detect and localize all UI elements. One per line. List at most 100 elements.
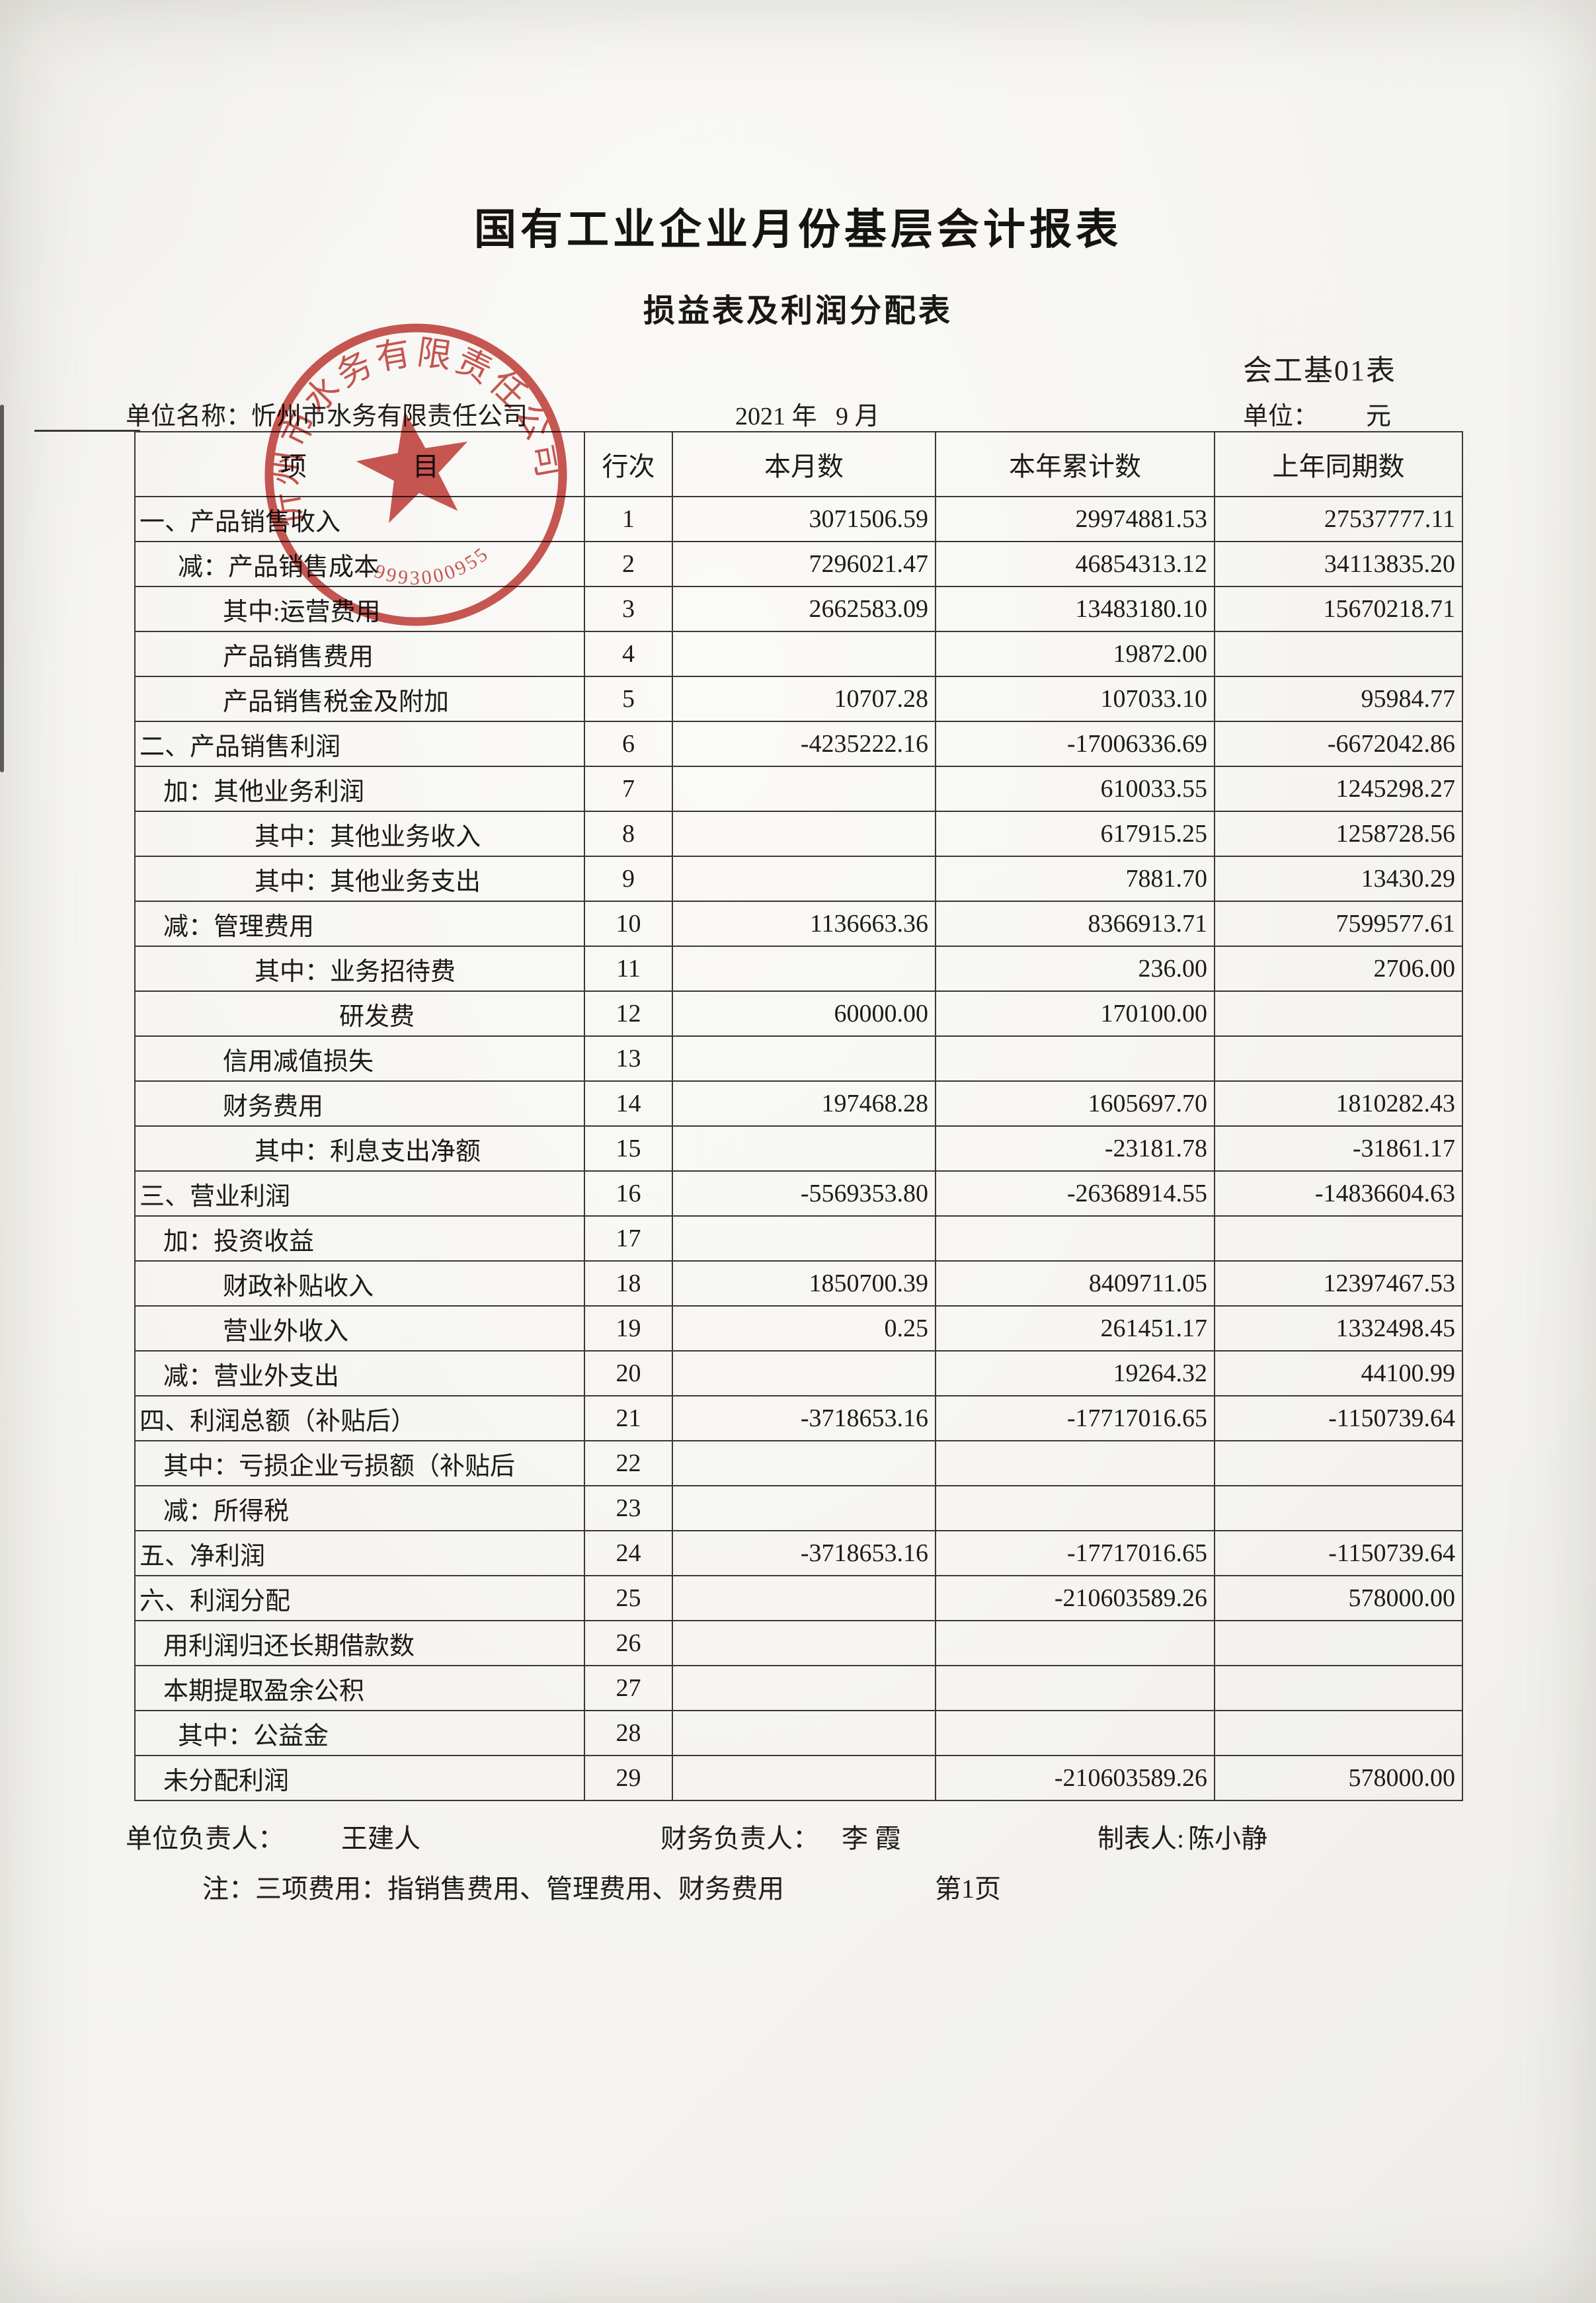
cell-prior-year	[1214, 1710, 1463, 1756]
cell-current-month: -5569353.80	[672, 1170, 936, 1217]
preparer-label: 制表人:	[1097, 1824, 1185, 1853]
table-row: 本期提取盈余公积 27	[134, 1665, 1463, 1711]
cell-year-to-date: 8409711.05	[935, 1260, 1215, 1307]
cell-prior-year	[1214, 1485, 1463, 1531]
cell-item-label: 财务费用	[134, 1080, 585, 1127]
cell-current-month	[672, 811, 936, 857]
cell-item-label: 减：产品销售成本	[134, 541, 585, 587]
unit-head-signature: 单位负责人： 王建人	[126, 1817, 420, 1855]
cell-current-month: 10707.28	[672, 676, 936, 722]
cell-item-label: 产品销售费用	[134, 631, 585, 677]
table-row: 五、净利润 24 -3718653.16 -17717016.65 -1150739.6…	[134, 1530, 1463, 1576]
table-row: 加：其他业务利润 7 610033.55 1245298.27	[134, 766, 1463, 812]
cell-year-to-date	[935, 1440, 1215, 1486]
cell-year-to-date: 610033.55	[935, 766, 1215, 812]
cell-current-month	[672, 1665, 936, 1711]
cell-year-to-date: 236.00	[935, 946, 1215, 992]
cell-current-month	[672, 766, 936, 812]
cell-item-label: 本期提取盈余公积	[134, 1665, 585, 1711]
cell-item-label: 财政补贴收入	[134, 1260, 585, 1307]
table-row: 减：所得税 23	[134, 1485, 1463, 1531]
cell-prior-year	[1214, 1215, 1463, 1262]
cell-year-to-date: 7881.70	[935, 856, 1215, 902]
cell-current-month	[672, 1440, 936, 1486]
cell-prior-year	[1214, 1035, 1463, 1082]
cell-current-month	[672, 1485, 936, 1531]
cell-prior-year: 1332498.45	[1214, 1305, 1463, 1352]
cell-current-month: 0.25	[672, 1305, 936, 1352]
table-row: 用利润归还长期借款数 26	[134, 1620, 1463, 1666]
cell-prior-year: 578000.00	[1214, 1575, 1463, 1621]
footnote-row: 注：三项费用：指销售费用、管理费用、财务费用 第1页	[0, 1867, 1596, 1904]
cell-item-label: 加：其他业务利润	[134, 766, 585, 812]
report-info-row: 单位名称：忻州市水务有限责任公司 2021 年 9 月 单位： 元	[0, 395, 1596, 430]
cell-item-label: 研发费	[134, 990, 585, 1037]
income-statement-table-wrap: 项 目 行次 本月数 本年累计数 上年同期数 一、产品销售收入 1 3071506.…	[134, 431, 1463, 1801]
cell-prior-year	[1214, 1620, 1463, 1666]
cell-item-label: 未分配利润	[134, 1755, 585, 1801]
cell-current-month: 7296021.47	[672, 541, 936, 587]
cell-current-month	[672, 1350, 936, 1396]
cell-line-no: 22	[584, 1440, 673, 1486]
cell-prior-year: 44100.99	[1214, 1350, 1463, 1396]
table-row: 研发费 12 60000.00 170100.00	[134, 990, 1463, 1037]
cell-line-no: 5	[584, 676, 673, 722]
cell-line-no: 28	[584, 1710, 673, 1756]
cell-item-label: 六、利润分配	[134, 1575, 585, 1621]
cell-year-to-date	[935, 1665, 1215, 1711]
cell-year-to-date: 13483180.10	[935, 586, 1215, 632]
finance-head-name: 李 霞	[842, 1824, 901, 1853]
cell-prior-year	[1214, 1665, 1463, 1711]
cell-line-no: 18	[584, 1260, 673, 1307]
cell-current-month: 3071506.59	[672, 496, 936, 542]
cell-item-label: 其中：公益金	[134, 1710, 585, 1756]
table-row: 营业外收入 19 0.25 261451.17 1332498.45	[134, 1305, 1463, 1352]
table-row: 减：产品销售成本 2 7296021.47 46854313.12 34113835.2…	[134, 541, 1463, 587]
table-row: 二、产品销售利润 6 -4235222.16 -17006336.69 -6672042…	[134, 721, 1463, 767]
scan-line-extension	[34, 430, 140, 432]
cell-prior-year: 1245298.27	[1214, 766, 1463, 812]
cell-prior-year	[1214, 631, 1463, 677]
cell-year-to-date: 107033.10	[935, 676, 1215, 722]
table-row: 六、利润分配 25 -210603589.26 578000.00	[134, 1575, 1463, 1621]
cell-year-to-date: 1605697.70	[935, 1080, 1215, 1127]
cell-line-no: 16	[584, 1170, 673, 1217]
cell-year-to-date: 46854313.12	[935, 541, 1215, 587]
cell-current-month: 2662583.09	[672, 586, 936, 632]
cell-line-no: 26	[584, 1620, 673, 1666]
unit-name-label: 单位名称：	[126, 403, 252, 430]
table-row: 加：投资收益 17	[134, 1215, 1463, 1262]
currency-unit: 单位： 元	[1243, 395, 1391, 432]
cell-line-no: 11	[584, 946, 673, 992]
cell-prior-year	[1214, 990, 1463, 1037]
cell-current-month	[672, 631, 936, 677]
cell-item-label: 加：投资收益	[134, 1215, 585, 1262]
cell-line-no: 27	[584, 1665, 673, 1711]
cell-item-label: 其中:运营费用	[134, 586, 585, 632]
cell-prior-year	[1214, 1440, 1463, 1486]
currency-unit-value: 元	[1366, 403, 1392, 430]
cell-year-to-date	[935, 1620, 1215, 1666]
table-row: 产品销售费用 4 19872.00	[134, 631, 1463, 677]
table-row: 信用减值损失 13	[134, 1035, 1463, 1082]
cell-year-to-date: 261451.17	[935, 1305, 1215, 1352]
cell-current-month: 60000.00	[672, 990, 936, 1037]
table-body: 一、产品销售收入 1 3071506.59 29974881.53 27537777.1…	[134, 496, 1463, 1801]
cell-item-label: 一、产品销售收入	[134, 496, 585, 542]
cell-prior-year: 1258728.56	[1214, 811, 1463, 857]
report-title: 国有工业企业月份基层会计报表	[474, 206, 1122, 253]
cell-item-label: 其中：业务招待费	[134, 946, 585, 992]
cell-current-month	[672, 1035, 936, 1082]
cell-item-label: 其中：利息支出净额	[134, 1125, 585, 1172]
table-row: 未分配利润 29 -210603589.26 578000.00	[134, 1755, 1463, 1801]
cell-item-label: 减：所得税	[134, 1485, 585, 1531]
cell-prior-year: 95984.77	[1214, 676, 1463, 722]
cell-year-to-date: -210603589.26	[935, 1575, 1215, 1621]
cell-current-month	[672, 1125, 936, 1172]
cell-item-label: 减：营业外支出	[134, 1350, 585, 1396]
table-row: 减：管理费用 10 1136663.36 8366913.71 7599577.61	[134, 901, 1463, 947]
finance-head-label: 财务负责人：	[660, 1824, 819, 1853]
footnote-text: 注：三项费用：指销售费用、管理费用、财务费用	[202, 1874, 784, 1904]
cell-year-to-date: -23181.78	[935, 1125, 1215, 1172]
